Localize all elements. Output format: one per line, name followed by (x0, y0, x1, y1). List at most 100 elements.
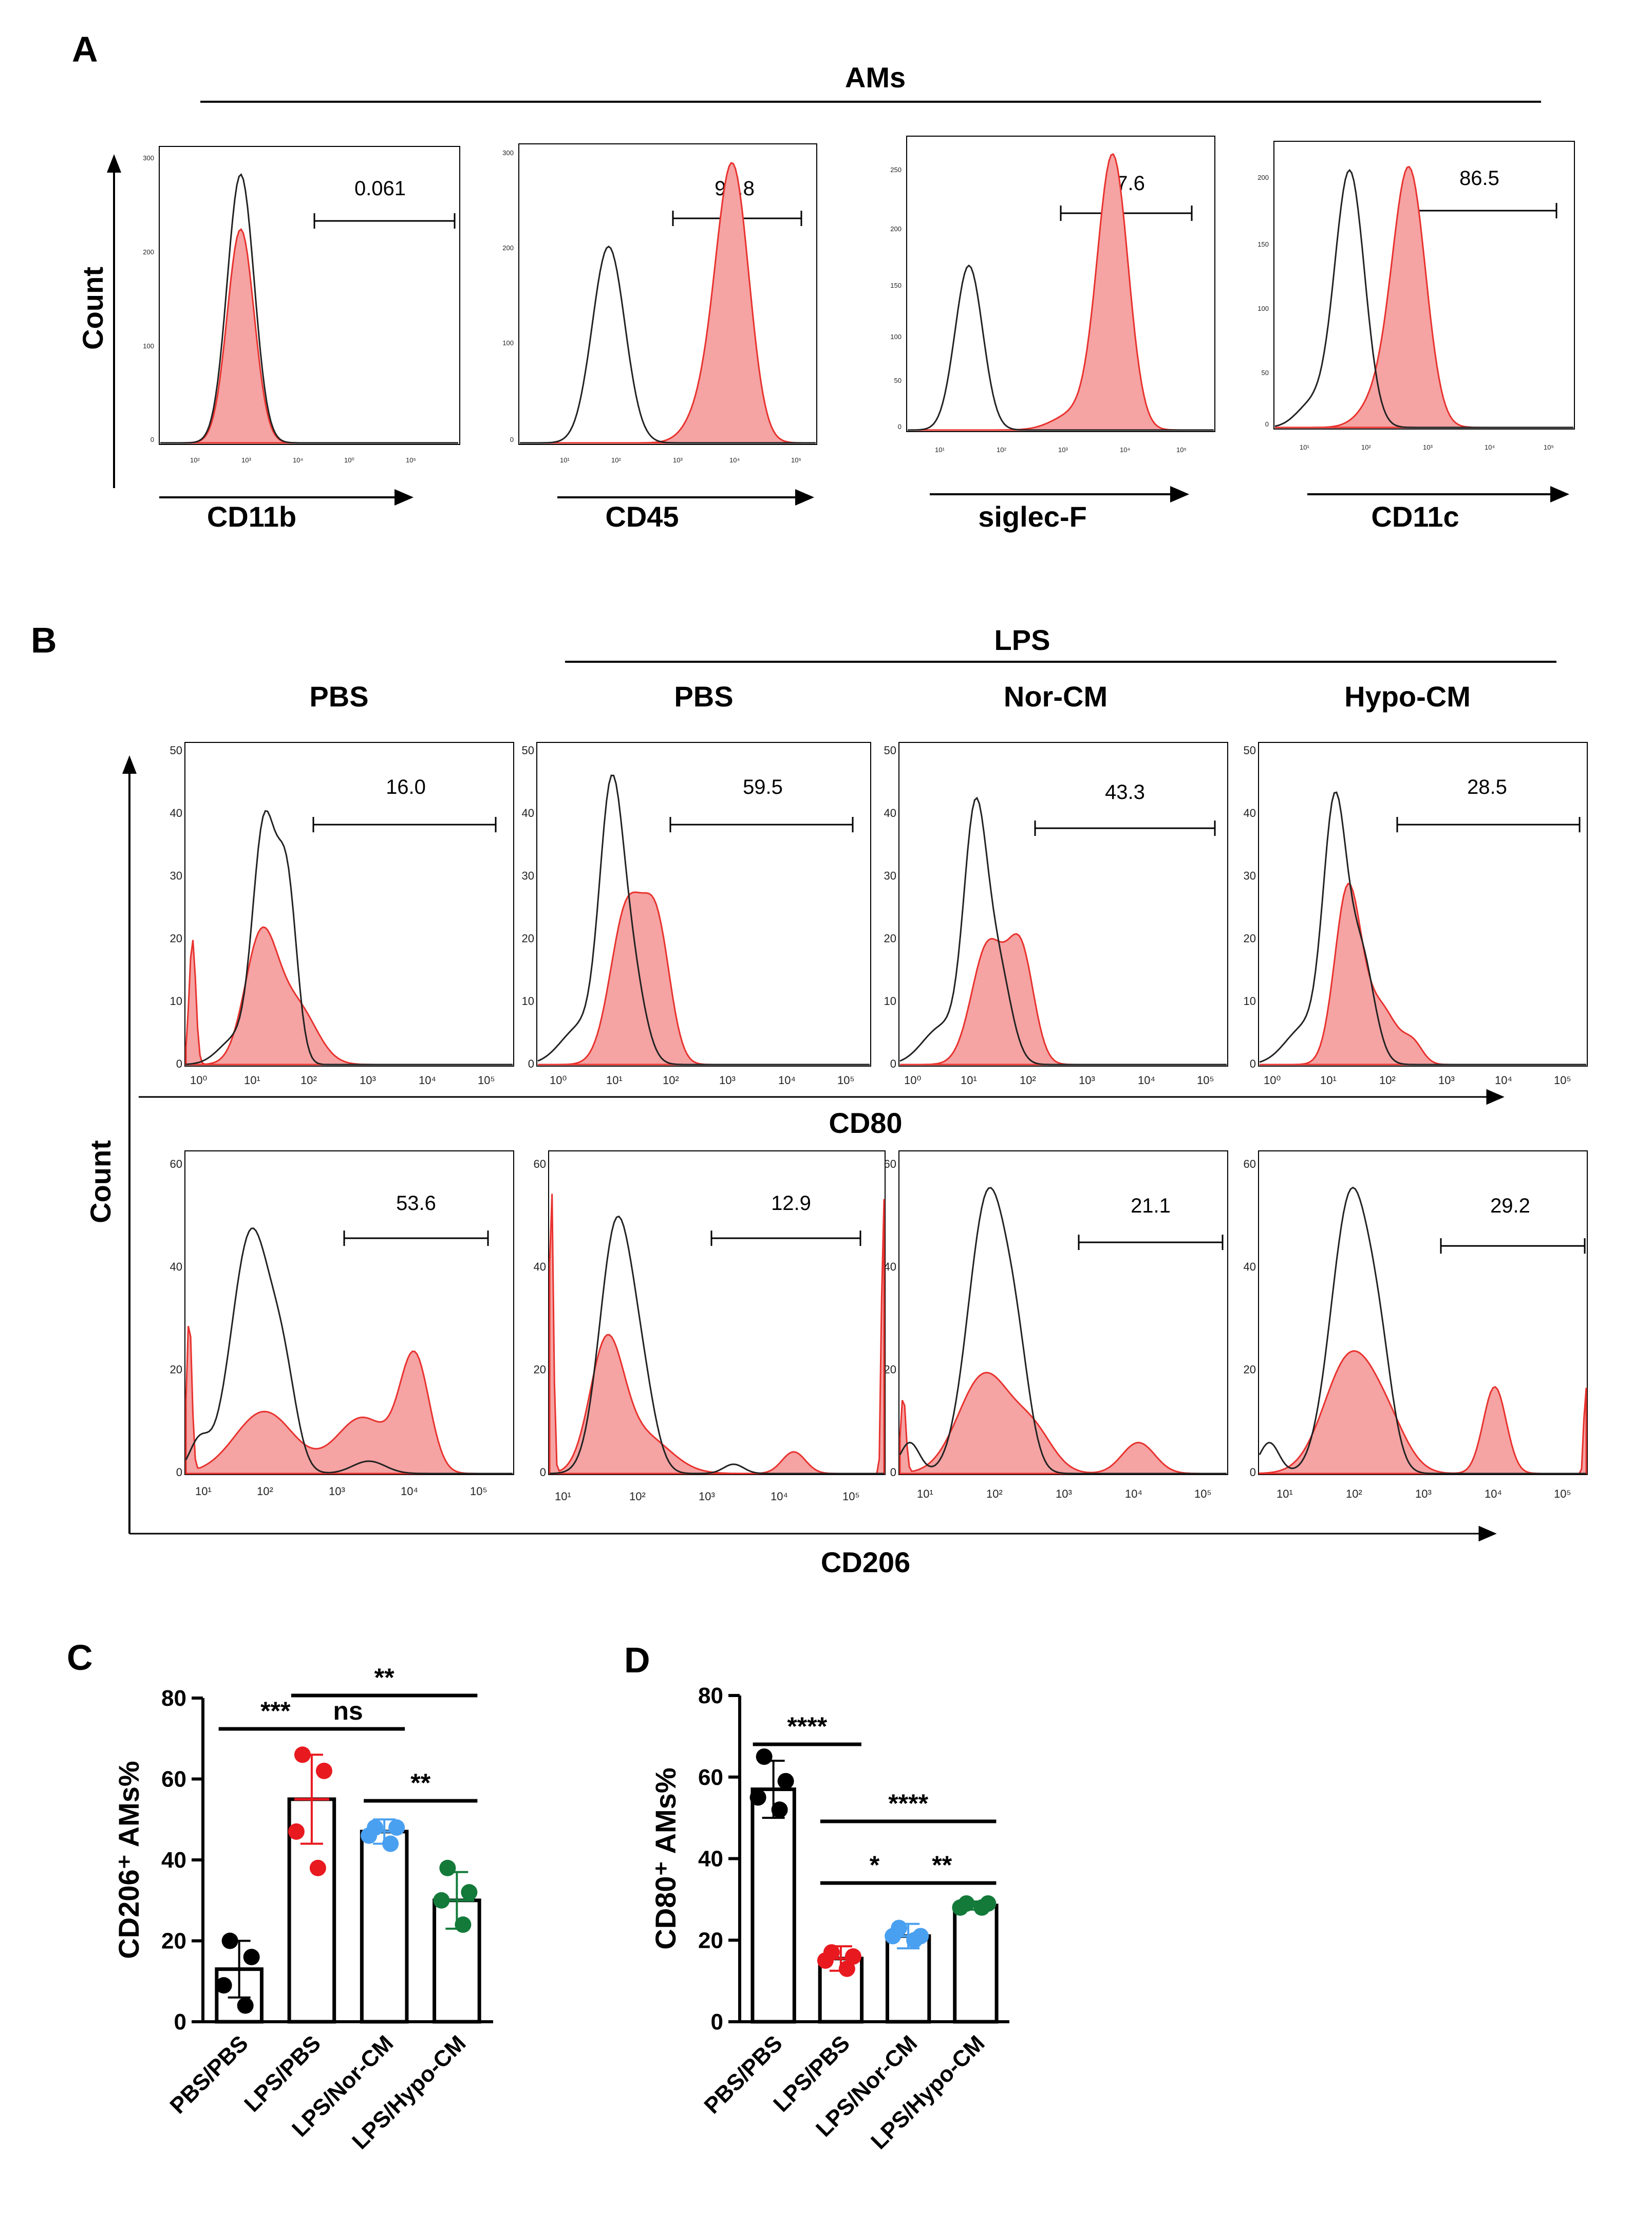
y-tick-label: 60 (161, 1767, 186, 1792)
svg-text:10³: 10³ (329, 1485, 345, 1498)
svg-text:10⁰: 10⁰ (1264, 1074, 1281, 1087)
significance-label: ** (932, 1851, 952, 1879)
cd45-histogram-frame (518, 143, 817, 445)
svg-text:10²: 10² (1020, 1074, 1036, 1087)
svg-text:10⁵: 10⁵ (470, 1485, 487, 1498)
svg-text:50: 50 (1262, 369, 1269, 377)
cd80-y-tick: 0 (176, 1057, 182, 1070)
control-histogram (549, 1215, 884, 1475)
siglecf-histogram (908, 153, 1214, 431)
category-label: LPS/Hypo-CM (866, 2030, 989, 2154)
stained-histogram (185, 1326, 513, 1475)
svg-text:0: 0 (898, 423, 902, 431)
cd206-y-tick: 40 (170, 1260, 182, 1273)
cd80-frame-pbs (184, 742, 514, 1067)
cd206-histogram-hypo-cm (1259, 1186, 1587, 1475)
cd206-gate-value-lps-pbs: 12.9 (771, 1192, 811, 1215)
significance-label: ns (333, 1697, 363, 1725)
cd80-histogram-pbs (185, 810, 513, 1066)
svg-text:10⁰: 10⁰ (550, 1074, 567, 1087)
svg-text:150: 150 (1257, 240, 1269, 248)
cd80-y-tick: 0 (890, 1057, 896, 1070)
y-tick-label: 20 (161, 1929, 186, 1954)
cd11b-histogram-frame (159, 146, 460, 445)
bar (360, 1830, 409, 2024)
cd206-y-tick: 0 (176, 1466, 182, 1479)
control-histogram (899, 1187, 1227, 1475)
cd80-y-tick: 30 (522, 869, 534, 882)
data-point (885, 1928, 902, 1945)
cd80-gate-value-nor-cm: 43.3 (1105, 781, 1145, 804)
svg-text:10²: 10² (986, 1487, 1003, 1500)
panel-b-x-ticks: 10⁰ 10¹ 10² 10³ 10⁴ 10⁵ 10⁰ 10¹ 10² 10³ 10⁴ 10⁵ 10… (190, 1074, 1571, 1503)
cd206-y-tick: 20 (884, 1363, 896, 1376)
svg-text:10²: 10² (257, 1485, 273, 1498)
cd206-frame-pbs (184, 1150, 514, 1475)
cd206-frame-nor-cm (898, 1150, 1228, 1475)
data-point (952, 1899, 969, 1916)
y-axis-label: CD206⁺ AMs% (112, 1761, 145, 1959)
data-point (439, 1859, 456, 1876)
cd11b-marker-label: CD11b (207, 500, 296, 533)
siglecf-histogram-frame (906, 136, 1215, 432)
category-label: PBS/PBS (165, 2030, 253, 2118)
stained-histogram (908, 153, 1214, 431)
cd206-y-tick: 20 (170, 1363, 182, 1376)
cd80-y-tick: 50 (170, 744, 182, 757)
data-point (361, 1827, 378, 1844)
cd206-y-tick: 60 (170, 1158, 182, 1170)
significance-label: **** (888, 1789, 928, 1818)
cd206-y-tick: 20 (1244, 1363, 1256, 1376)
cd80-gate-value-lps-pbs: 59.5 (743, 776, 783, 798)
control-histogram (160, 173, 458, 444)
data-point (461, 1884, 478, 1900)
svg-text:0: 0 (1265, 420, 1269, 428)
panel-a-count-axis (107, 154, 121, 488)
svg-text:10¹: 10¹ (606, 1074, 623, 1087)
svg-text:200: 200 (143, 248, 154, 256)
svg-text:10¹: 10¹ (935, 446, 945, 454)
group-label-lps-nor-cm: Nor-CM (1004, 680, 1107, 713)
control-histogram (185, 810, 513, 1066)
svg-text:10⁵: 10⁵ (1176, 446, 1187, 454)
bar (953, 1904, 999, 2024)
cd80-y-tick: 0 (1250, 1057, 1256, 1070)
stained-histogram (900, 933, 1227, 1066)
cd80-y-tick: 20 (1244, 932, 1256, 945)
svg-text:10⁴: 10⁴ (1485, 443, 1495, 451)
bar (750, 1787, 796, 2024)
cd80-y-tick: 30 (884, 869, 896, 882)
y-tick-label: 60 (698, 1765, 723, 1790)
svg-text:10⁴: 10⁴ (293, 456, 303, 464)
cd206-y-tick: 0 (1250, 1466, 1256, 1479)
cd80-y-tick: 30 (1244, 869, 1256, 882)
svg-text:10³: 10³ (1438, 1074, 1455, 1087)
svg-text:10³: 10³ (360, 1074, 376, 1087)
svg-text:10⁵: 10⁵ (1194, 1487, 1212, 1500)
cd80-gate-value-hypo-cm: 28.5 (1467, 776, 1507, 798)
cd80-frame-nor-cm (898, 742, 1228, 1067)
cd206-axis-label: CD206 (821, 1546, 910, 1578)
svg-text:10⁴: 10⁴ (729, 456, 740, 464)
cd206-y-tick: 60 (884, 1158, 896, 1170)
cd80-y-tick: 20 (170, 932, 182, 945)
group-label-lps-hypo-cm: Hypo-CM (1344, 680, 1471, 713)
svg-text:10¹: 10¹ (555, 1490, 571, 1503)
svg-text:10⁵: 10⁵ (1197, 1074, 1214, 1087)
cd11c-marker-label: CD11c (1371, 500, 1459, 533)
panel-b-frames (184, 742, 1588, 1475)
cd80-frame-hypo-cm (1258, 742, 1588, 1067)
svg-text:10²: 10² (1346, 1487, 1362, 1500)
svg-text:10²: 10² (1379, 1074, 1396, 1087)
cd206-axis-arrow (129, 1525, 1497, 1542)
lps-header: LPS (994, 624, 1050, 656)
svg-text:300: 300 (143, 154, 154, 162)
stained-histogram (538, 891, 870, 1066)
panel-a-gates (313, 203, 1557, 229)
svg-text:10⁵: 10⁵ (478, 1074, 495, 1087)
data-point (294, 1746, 311, 1763)
y-axis-label: CD80⁺ AMs% (649, 1767, 682, 1949)
cd206-y-tick: 60 (534, 1158, 546, 1170)
cd206-gate-value-nor-cm: 21.1 (1131, 1195, 1171, 1217)
cd11b-gate-value: 0.061 (354, 177, 406, 200)
